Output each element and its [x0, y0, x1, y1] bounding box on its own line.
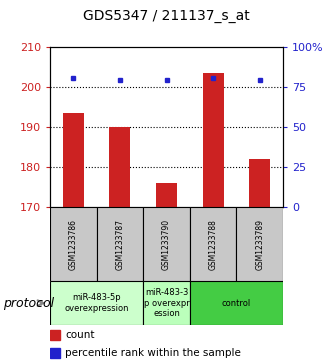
FancyBboxPatch shape	[143, 281, 190, 325]
Bar	[63, 113, 84, 207]
Text: GSM1233786: GSM1233786	[69, 219, 78, 270]
Text: protocol: protocol	[3, 297, 55, 310]
FancyBboxPatch shape	[143, 207, 190, 281]
FancyBboxPatch shape	[190, 281, 283, 325]
Text: GSM1233790: GSM1233790	[162, 219, 171, 270]
Text: count: count	[65, 330, 95, 340]
Text: miR-483-5p
overexpression: miR-483-5p overexpression	[64, 293, 129, 313]
Text: GSM1233788: GSM1233788	[208, 219, 218, 270]
Text: control: control	[222, 299, 251, 307]
Bar	[50, 348, 61, 358]
FancyBboxPatch shape	[50, 207, 97, 281]
Bar	[202, 73, 224, 207]
Bar	[249, 159, 270, 207]
FancyBboxPatch shape	[97, 207, 143, 281]
Bar	[50, 330, 61, 340]
Text: GDS5347 / 211137_s_at: GDS5347 / 211137_s_at	[83, 9, 250, 23]
FancyBboxPatch shape	[50, 281, 143, 325]
Bar	[109, 127, 131, 207]
FancyBboxPatch shape	[236, 207, 283, 281]
Text: GSM1233789: GSM1233789	[255, 219, 264, 270]
FancyBboxPatch shape	[190, 207, 236, 281]
Text: GSM1233787: GSM1233787	[115, 219, 125, 270]
Text: miR-483-3
p overexpr
ession: miR-483-3 p overexpr ession	[144, 288, 189, 318]
Bar	[156, 183, 177, 207]
Text: percentile rank within the sample: percentile rank within the sample	[65, 348, 241, 358]
